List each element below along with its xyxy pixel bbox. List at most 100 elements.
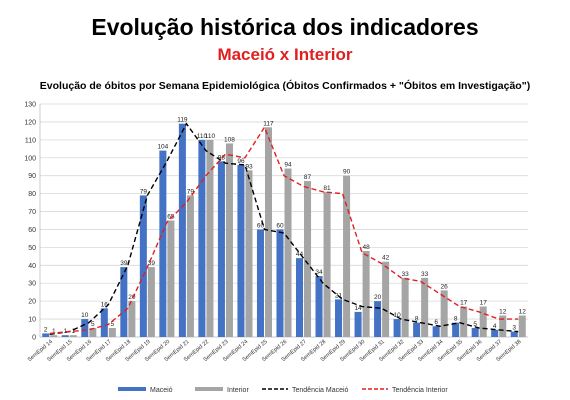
y-tick-label: 0: [32, 335, 36, 342]
bar-interior: [421, 277, 429, 337]
bar-maceio: [471, 328, 479, 337]
data-label-interior: 48: [362, 244, 370, 251]
data-label-maceio: 3: [512, 325, 516, 332]
data-label-interior: 117: [263, 120, 274, 127]
legend-label: Interior: [227, 387, 249, 394]
bar-interior: [108, 328, 116, 337]
bar-maceio: [178, 123, 186, 337]
y-tick-label: 100: [24, 155, 36, 162]
bar-interior: [89, 328, 97, 337]
bar-maceio: [276, 229, 284, 337]
y-tick-label: 130: [24, 102, 36, 109]
bar-interior: [401, 277, 409, 337]
data-label-interior: 110: [205, 133, 216, 140]
data-label-interior: 12: [499, 308, 507, 315]
data-label-maceio: 5: [473, 321, 477, 328]
bar-interior: [225, 143, 233, 337]
data-label-interior: 5: [111, 321, 115, 328]
bar-maceio: [374, 301, 382, 337]
bar-maceio: [413, 322, 421, 337]
bar-interior: [343, 175, 351, 337]
data-label-maceio: 1: [63, 328, 67, 335]
data-label-interior: 12: [519, 308, 527, 315]
bar-maceio: [491, 329, 499, 337]
y-tick-label: 90: [28, 173, 36, 180]
data-label-interior: 81: [323, 185, 331, 192]
bar-interior: [69, 335, 77, 337]
data-label-interior: 87: [304, 174, 312, 181]
bar-maceio: [295, 258, 304, 337]
bar-maceio: [120, 267, 128, 337]
y-tick-label: 20: [28, 299, 36, 306]
bar-interior: [382, 261, 390, 337]
data-label-interior: 93: [245, 163, 253, 170]
data-label-interior: 20: [128, 294, 136, 301]
legend-label: Maceió: [150, 387, 173, 394]
bar-interior: [50, 335, 58, 337]
trend-line-maceio: [49, 122, 519, 336]
bar-maceio: [139, 195, 147, 337]
bar-maceio: [256, 229, 264, 337]
bar-interior: [304, 181, 312, 337]
y-tick-label: 10: [28, 317, 36, 324]
y-tick-label: 30: [28, 281, 36, 288]
bar-interior: [499, 315, 507, 337]
bar-interior: [264, 127, 273, 337]
data-label-interior: 5: [91, 321, 95, 328]
bar-maceio: [393, 319, 401, 337]
data-label-interior: 42: [382, 255, 390, 262]
data-label-interior: 108: [224, 136, 235, 143]
data-label-interior: 1: [52, 328, 56, 335]
data-label-maceio: 6: [434, 319, 438, 326]
bar-interior: [147, 267, 155, 337]
data-label-interior: 65: [167, 214, 175, 221]
data-label-maceio: 10: [393, 312, 401, 319]
data-label-interior: 79: [187, 188, 195, 195]
data-label-maceio: 98: [218, 154, 226, 161]
data-label-maceio: 110: [197, 133, 208, 140]
bar-maceio: [315, 276, 323, 337]
bar-interior: [518, 315, 526, 337]
bar-maceio: [81, 319, 89, 337]
data-label-interior: 33: [402, 271, 410, 278]
legend-label: Tendência Maceió: [292, 387, 349, 394]
bar-interior: [128, 301, 136, 337]
data-label-interior: 90: [343, 169, 351, 176]
data-label-maceio: 8: [415, 316, 419, 323]
data-label-interior: 26: [441, 283, 449, 290]
data-label-interior: 1: [71, 328, 75, 335]
y-tick-label: 40: [28, 263, 36, 270]
bar-interior: [284, 168, 292, 337]
data-label-interior: 33: [421, 271, 429, 278]
data-label-maceio: 16: [101, 301, 109, 308]
data-label-maceio: 10: [81, 312, 89, 319]
trend-line-interior: [49, 125, 519, 335]
bar-interior: [186, 195, 194, 337]
data-label-maceio: 44: [296, 251, 304, 258]
bar-interior: [323, 191, 331, 337]
data-label-interior: 17: [480, 300, 488, 307]
bar-maceio: [354, 311, 362, 337]
data-label-maceio: 119: [177, 117, 188, 124]
y-tick-label: 50: [28, 245, 36, 252]
data-label-maceio: 104: [157, 144, 168, 151]
y-tick-label: 60: [28, 227, 36, 234]
data-label-maceio: 96: [237, 158, 245, 165]
data-label-interior: 17: [460, 300, 468, 307]
bar-maceio: [335, 299, 343, 337]
bar-maceio: [198, 139, 206, 337]
y-tick-label: 110: [25, 137, 36, 144]
bar-interior: [362, 250, 370, 337]
data-label-maceio: 39: [120, 260, 128, 267]
bar-interior: [440, 290, 448, 337]
bar-interior: [479, 306, 487, 337]
bar-interior: [167, 220, 175, 337]
data-label-interior: 94: [284, 162, 292, 169]
data-label-maceio: 79: [140, 188, 148, 195]
legend-swatch: [195, 387, 223, 391]
subtitle: Maceió x Interior: [217, 45, 353, 64]
bar-interior: [460, 306, 468, 337]
data-label-maceio: 34: [315, 269, 323, 276]
bar-maceio: [100, 308, 108, 337]
data-label-maceio: 14: [354, 305, 362, 312]
